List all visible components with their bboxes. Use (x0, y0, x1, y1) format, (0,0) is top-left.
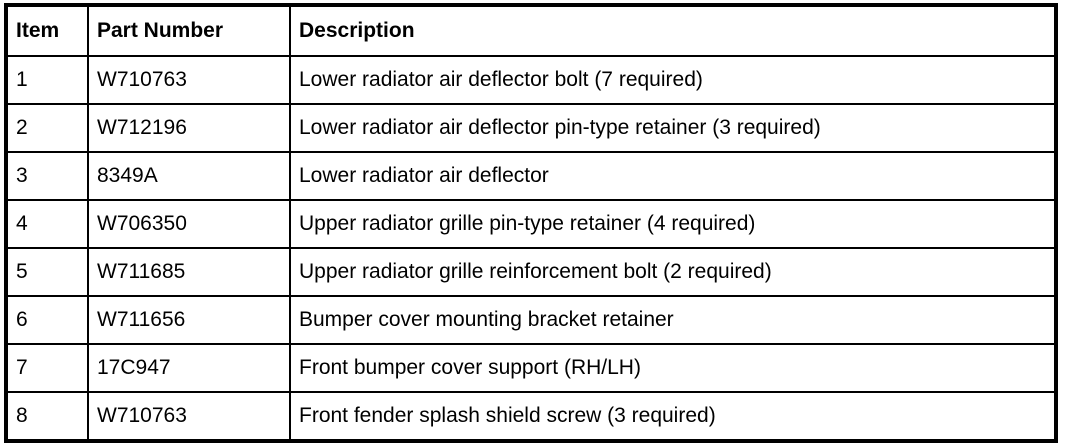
item-cell: 1 (5, 55, 89, 105)
parts-table: Item Part Number Description 1 W710763 Low… (4, 3, 1058, 443)
part-number-cell: W710763 (87, 391, 291, 442)
header-item: Item (5, 4, 89, 57)
description-cell: Lower radiator air deflector pin-type re… (289, 103, 1057, 153)
description-cell: Bumper cover mounting bracket retainer (289, 295, 1057, 345)
part-number-cell: W711685 (87, 247, 291, 297)
part-number-cell: W712196 (87, 103, 291, 153)
description-cell: Lower radiator air deflector bolt (7 req… (289, 55, 1057, 105)
item-cell: 7 (5, 343, 89, 393)
description-cell: Upper radiator grille pin-type retainer … (289, 199, 1057, 249)
part-number-cell: W711656 (87, 295, 291, 345)
item-cell: 6 (5, 295, 89, 345)
table-row: 5 W711685 Upper radiator grille reinforcem… (5, 247, 1057, 297)
part-number-cell: W706350 (87, 199, 291, 249)
item-cell: 3 (5, 151, 89, 201)
part-number-cell: 8349A (87, 151, 291, 201)
description-cell: Lower radiator air deflector (289, 151, 1057, 201)
description-cell: Front fender splash shield screw (3 requ… (289, 391, 1057, 442)
header-part-number: Part Number (87, 4, 291, 57)
item-cell: 5 (5, 247, 89, 297)
description-cell: Upper radiator grille reinforcement bolt… (289, 247, 1057, 297)
part-number-cell: 17C947 (87, 343, 291, 393)
table-row: 2 W712196 Lower radiator air deflector pin… (5, 103, 1057, 153)
part-number-cell: W710763 (87, 55, 291, 105)
table-row: 4 W706350 Upper radiator grille pin-type r… (5, 199, 1057, 249)
table-row: 3 8349A Lower radiator air deflector (5, 151, 1057, 201)
item-cell: 8 (5, 391, 89, 442)
table-row: 6 W711656 Bumper cover mounting bracket re… (5, 295, 1057, 345)
header-description: Description (289, 4, 1057, 57)
table-row: 8 W710763 Front fender splash shield screw… (5, 391, 1057, 442)
item-cell: 4 (5, 199, 89, 249)
description-cell: Front bumper cover support (RH/LH) (289, 343, 1057, 393)
header-row: Item Part Number Description (5, 4, 1057, 57)
table-row: 7 17C947 Front bumper cover support (RH/LH… (5, 343, 1057, 393)
table-row: 1 W710763 Lower radiator air deflector bol… (5, 55, 1057, 105)
item-cell: 2 (5, 103, 89, 153)
